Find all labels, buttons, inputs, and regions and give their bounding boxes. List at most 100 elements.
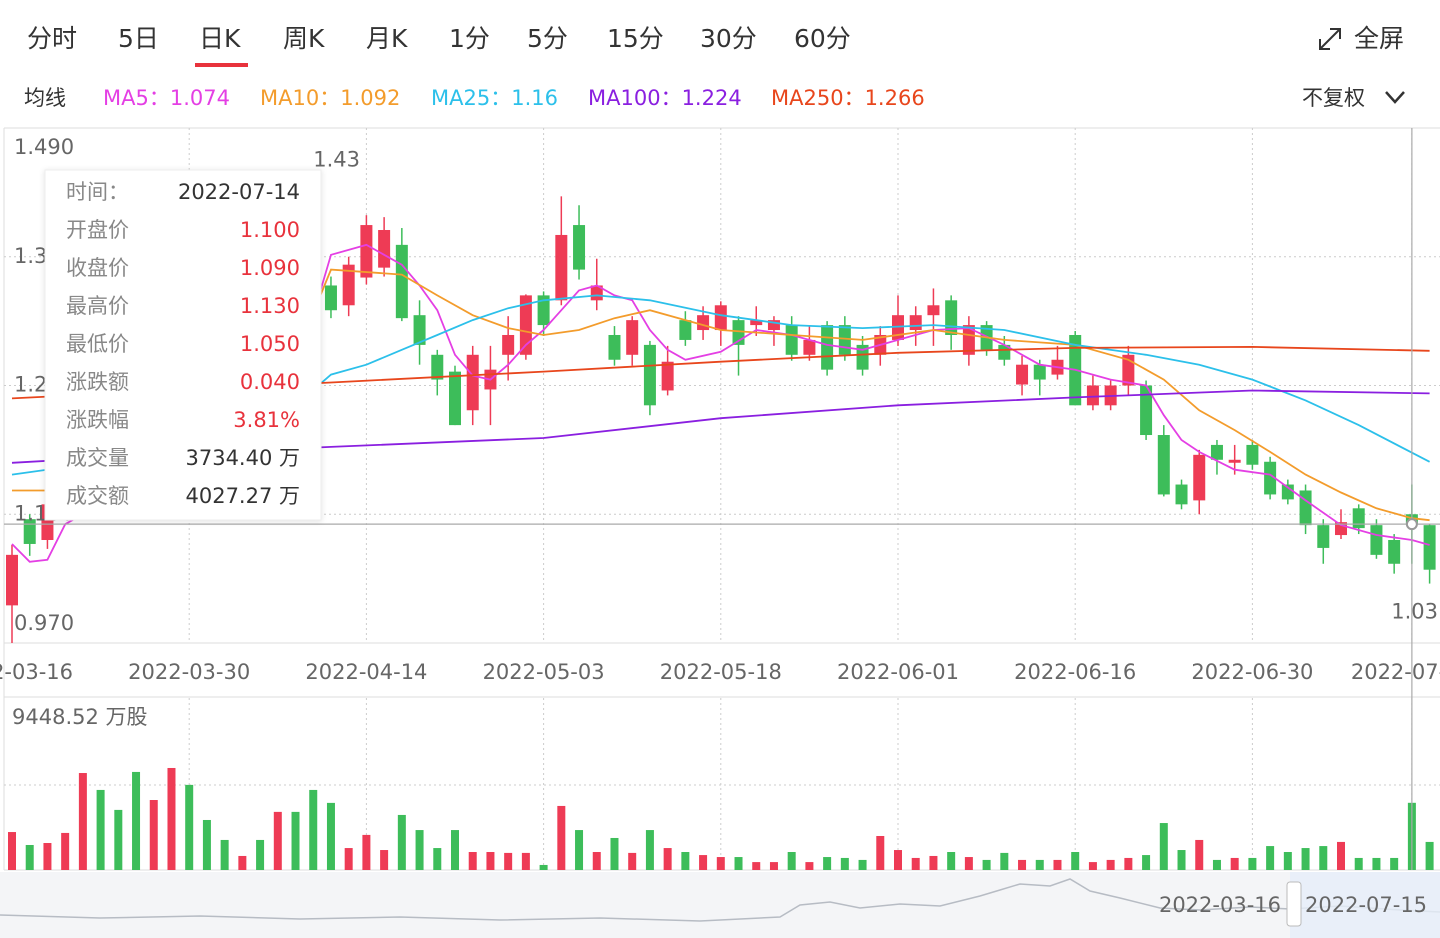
tab[interactable]: 月K: [366, 24, 408, 53]
volume-bar: [610, 837, 619, 870]
candle-body: [661, 361, 674, 391]
tab[interactable]: 分时: [27, 24, 77, 53]
volume-bar: [167, 767, 176, 870]
volume-bar: [840, 857, 849, 870]
ma-title: 均线: [24, 86, 66, 110]
volume-bar: [894, 850, 902, 870]
x-tick-label: 2022-03-16: [0, 660, 73, 684]
fullscreen-button[interactable]: 全屏: [1354, 24, 1404, 53]
volume-bar: [1000, 852, 1009, 870]
tab[interactable]: 15分: [607, 24, 664, 53]
candle-body: [1193, 454, 1206, 501]
volume-bar: [61, 832, 70, 870]
navigator-window[interactable]: [1290, 872, 1440, 938]
navigator-line: [0, 878, 1440, 922]
min-label: 1.03: [1391, 600, 1438, 624]
tab[interactable]: 5日: [118, 24, 159, 53]
volume-bar: [1053, 859, 1062, 870]
candle-body: [927, 305, 940, 316]
candle-body: [1228, 459, 1241, 463]
tab[interactable]: 60分: [794, 24, 851, 53]
candle-body: [821, 325, 834, 370]
candle-body: [1210, 444, 1223, 460]
volume-bar: [1106, 859, 1115, 870]
volume-bar: [202, 819, 211, 870]
candle-body: [537, 295, 550, 326]
tooltip-value: 1.090: [240, 256, 300, 280]
tab[interactable]: 日K: [199, 24, 241, 53]
max-label: 1.43: [313, 147, 360, 171]
volume-bar: [1124, 857, 1133, 870]
volume-bar: [238, 855, 247, 870]
candle-body: [502, 334, 515, 355]
volume-bar: [734, 857, 743, 870]
tooltip-label: 开盘价: [66, 218, 129, 242]
candle-body: [838, 325, 851, 355]
volume-bar: [256, 839, 265, 870]
tab[interactable]: 5分: [527, 24, 568, 53]
volume-bar: [1283, 852, 1292, 870]
navigator-end: 2022-07-15: [1305, 893, 1427, 917]
volume-bar: [557, 805, 566, 870]
tab[interactable]: 周K: [283, 24, 325, 53]
candle-body: [324, 285, 337, 311]
candle-body: [767, 320, 780, 331]
candle-body: [803, 339, 816, 355]
volume-bar: [96, 789, 105, 870]
volume-bar: [575, 830, 584, 870]
crosshair-dot: [1405, 518, 1418, 531]
candle-body: [1370, 525, 1383, 555]
candle-body: [1264, 461, 1277, 495]
volume-bar: [716, 857, 725, 870]
x-tick-label: 2022-05-18: [660, 660, 782, 684]
candle-body: [466, 354, 479, 411]
candle-body: [395, 244, 408, 319]
x-tick-label: 2022-06-30: [1191, 660, 1313, 684]
tooltip-box: [44, 169, 322, 521]
candle-body: [1140, 385, 1153, 436]
navigator: [0, 872, 1440, 938]
candle-body: [697, 315, 710, 331]
tab[interactable]: 30分: [700, 24, 757, 53]
candle-body: [573, 225, 586, 270]
legend-entry: MA10：1.092: [260, 86, 400, 110]
volume-bar: [25, 844, 34, 870]
volume-bar: [504, 852, 513, 870]
candle-body: [1281, 484, 1294, 500]
volume-bar: [486, 852, 495, 870]
dropdown-arrow[interactable]: [1385, 91, 1405, 104]
volume-bar: [752, 862, 761, 870]
tooltip: 时间： 2022-07-14 开盘价 1.100 收盘价 1.090 最高价 1.130 最低价…: [44, 169, 322, 521]
volume-bar: [1390, 857, 1399, 870]
candle-body: [998, 344, 1011, 360]
volume-bar: [858, 859, 867, 870]
candle-body: [431, 354, 444, 380]
volume-bar: [43, 843, 52, 870]
legend-entry: MA5：1.074: [103, 86, 230, 110]
tooltip-value: 1.050: [240, 332, 300, 356]
candle-body: [679, 320, 692, 340]
volume-bar: [699, 855, 708, 870]
crosshair: [4, 128, 1440, 870]
candle-body: [1246, 444, 1259, 465]
tooltip-value: 0.040: [240, 370, 300, 394]
fullscreen-icon[interactable]: [1319, 28, 1341, 50]
tooltip-value: 1.100: [240, 218, 300, 242]
tab[interactable]: 1分: [449, 24, 490, 53]
candle-body: [750, 320, 763, 326]
tooltip-label: 最高价: [66, 294, 129, 318]
volume-bar: [362, 834, 371, 870]
navigator-start: 2022-03-16: [1159, 893, 1281, 917]
volume-bar: [132, 771, 141, 870]
volume-bar: [1230, 857, 1239, 870]
volume-bar: [645, 830, 654, 870]
navigator-handle[interactable]: [1286, 881, 1302, 927]
volume-bar: [1071, 852, 1080, 870]
x-tick-label: 2022-07-14: [1351, 660, 1440, 684]
volume-bar: [1212, 859, 1221, 870]
adjust-select[interactable]: 不复权: [1302, 86, 1365, 110]
x-tick-label: 2022-05-03: [483, 660, 605, 684]
volume-bar: [1266, 846, 1275, 870]
